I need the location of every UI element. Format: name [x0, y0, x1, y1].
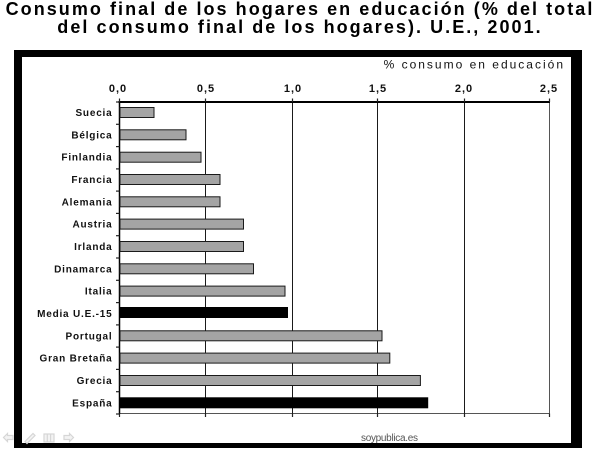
svg-text:Irlanda: Irlanda: [74, 242, 112, 253]
svg-text:0,0: 0,0: [109, 83, 127, 95]
svg-text:España: España: [72, 398, 112, 409]
svg-text:Italia: Italia: [85, 287, 113, 298]
svg-text:% consumo en educación: % consumo en educación: [384, 58, 565, 72]
svg-text:Francia: Francia: [71, 175, 112, 186]
svg-text:Finlandia: Finlandia: [61, 153, 112, 164]
svg-text:1,0: 1,0: [284, 83, 302, 95]
svg-text:Media U.E.-15: Media U.E.-15: [37, 309, 112, 320]
svg-text:1,5: 1,5: [369, 83, 387, 95]
svg-text:soypublica.es: soypublica.es: [361, 433, 418, 444]
svg-text:Portugal: Portugal: [66, 331, 113, 342]
svg-text:0,5: 0,5: [197, 83, 215, 95]
svg-text:2,0: 2,0: [455, 83, 473, 95]
svg-text:Suecia: Suecia: [75, 108, 112, 119]
svg-text:Dinamarca: Dinamarca: [54, 264, 112, 275]
svg-text:Grecia: Grecia: [77, 376, 113, 387]
svg-text:Gran Bretaña: Gran Bretaña: [40, 354, 113, 365]
svg-text:2,5: 2,5: [540, 83, 558, 95]
svg-text:Bélgica: Bélgica: [71, 130, 112, 141]
svg-text:Alemania: Alemania: [62, 197, 113, 208]
svg-text:Austria: Austria: [72, 220, 112, 231]
